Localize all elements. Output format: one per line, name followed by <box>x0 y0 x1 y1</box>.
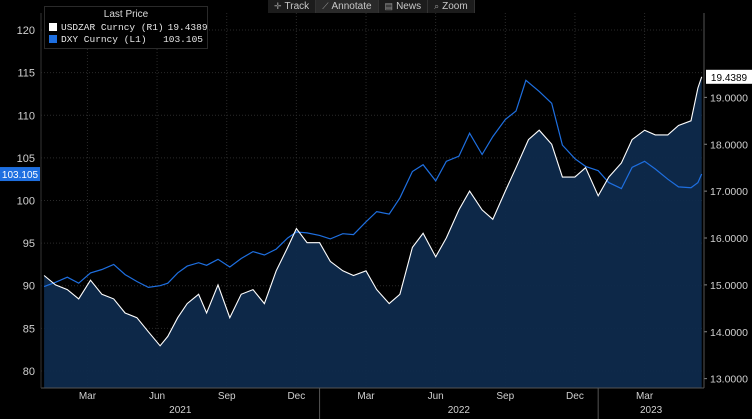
dxy-swatch <box>49 35 57 43</box>
x-tick-label: Dec <box>566 391 584 402</box>
zoom-label: Zoom <box>442 1 468 12</box>
news-button[interactable]: ▤ News <box>379 0 429 13</box>
zoom-button[interactable]: ⌕ Zoom <box>428 0 475 13</box>
track-button[interactable]: ✛ Track <box>268 0 317 13</box>
right-tick-label: 14.0000 <box>710 327 748 339</box>
zoom-icon: ⌕ <box>434 1 440 11</box>
left-tick-label: 115 <box>17 68 35 80</box>
chart-toolbar: ✛ Track ⟋ Annotate ▤ News ⌕ Zoom <box>268 0 475 13</box>
x-tick-label: Mar <box>636 391 654 402</box>
legend-row-usdzar[interactable]: USDZAR Curncy (R1) 19.4389 <box>49 21 208 33</box>
left-tick-label: 105 <box>17 153 35 165</box>
x-tick-label: Mar <box>79 391 97 402</box>
left-tick-label: 90 <box>23 281 35 293</box>
x-tick-label: Dec <box>287 391 305 402</box>
left-tick-label: 110 <box>17 110 35 122</box>
x-tick-label: Jun <box>149 391 165 402</box>
dxy-current-flag <box>0 167 40 182</box>
year-label: 2023 <box>640 405 663 416</box>
usdzar-area <box>44 76 702 389</box>
usdzar-current-value: 19.4389 <box>711 73 748 84</box>
left-tick-label: 100 <box>17 196 35 208</box>
x-tick-label: Sep <box>496 391 514 402</box>
news-label: News <box>396 1 422 12</box>
year-label: 2022 <box>448 405 471 416</box>
usdzar-legend-value: 19.4389 <box>167 21 208 33</box>
pencil-icon: ⟋ <box>322 1 329 11</box>
left-tick-label: 120 <box>17 25 35 37</box>
usdzar-current-flag <box>706 69 752 84</box>
left-tick-label: 95 <box>23 238 35 250</box>
right-tick-label: 13.0000 <box>710 374 748 386</box>
track-label: Track <box>284 1 310 12</box>
news-icon: ▤ <box>384 1 394 11</box>
legend: Last Price USDZAR Curncy (R1) 19.4389 DX… <box>44 6 208 49</box>
axes: 80 85 90 95 100 105 110 115 120 13.0000 14.0000 15.… <box>0 13 752 419</box>
year-label: 2021 <box>169 405 192 416</box>
dxy-current-value: 103.105 <box>2 170 39 181</box>
right-tick-label: 17.0000 <box>710 186 748 198</box>
annotate-button[interactable]: ⟋ Annotate <box>316 0 379 13</box>
right-tick-label: 16.0000 <box>710 233 748 245</box>
legend-row-dxy[interactable]: DXY Curncy (L1) 103.105 <box>49 33 203 45</box>
left-tick-label: 85 <box>23 323 35 335</box>
right-tick-label: 19.0000 <box>710 92 748 104</box>
right-tick-label: 15.0000 <box>710 280 748 292</box>
dxy-legend-label: DXY Curncy (L1) <box>61 33 147 45</box>
dxy-legend-value: 103.105 <box>163 33 203 45</box>
crosshair-icon: ✛ <box>274 1 282 11</box>
left-tick-label: 80 <box>23 366 35 378</box>
legend-title: Last Price <box>103 9 149 20</box>
annotate-label: Annotate <box>331 1 372 12</box>
x-tick-label: Mar <box>357 391 375 402</box>
right-tick-label: 18.0000 <box>710 139 748 151</box>
series-lines <box>43 76 703 347</box>
usdzar-line <box>43 76 703 347</box>
x-tick-label: Jun <box>428 391 444 402</box>
x-tick-label: Sep <box>218 391 236 402</box>
usdzar-fill <box>44 76 702 389</box>
usdzar-legend-label: USDZAR Curncy (R1) <box>61 21 164 33</box>
dxy-line <box>43 79 703 289</box>
usdzar-swatch <box>49 23 57 31</box>
